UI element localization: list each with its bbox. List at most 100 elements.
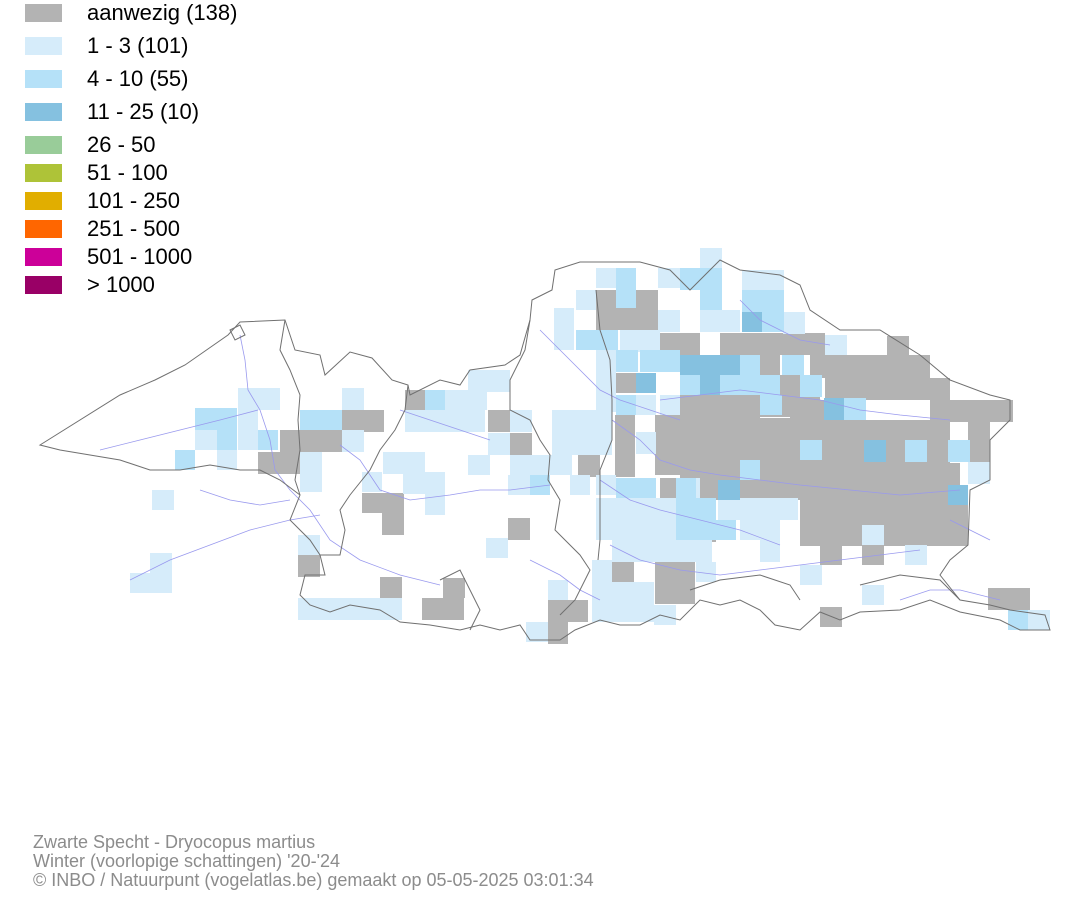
grid-cell bbox=[950, 400, 1013, 422]
legend-label: 251 - 500 bbox=[87, 216, 180, 241]
legend-item: aanwezig (138) bbox=[25, 1, 237, 25]
grid-cell bbox=[620, 330, 660, 352]
grid-cell bbox=[300, 410, 342, 430]
grid-cell bbox=[636, 395, 656, 415]
grid-cell bbox=[660, 395, 680, 415]
grid-cell bbox=[658, 310, 680, 332]
grid-cell bbox=[548, 622, 568, 644]
grid-cell bbox=[782, 355, 804, 375]
grid-cell bbox=[616, 268, 636, 308]
grid-cell bbox=[405, 410, 485, 432]
grid-cell bbox=[300, 452, 322, 492]
grid-cell bbox=[636, 373, 656, 393]
grid-cell bbox=[576, 290, 596, 310]
grid-cell bbox=[905, 440, 927, 462]
grid-cell bbox=[887, 336, 909, 356]
grid-cell bbox=[554, 308, 574, 350]
legend-label: 501 - 1000 bbox=[87, 244, 193, 269]
grid-cell bbox=[596, 392, 616, 412]
grid-cell bbox=[548, 580, 568, 600]
grid-cell bbox=[700, 485, 720, 500]
grid-cell bbox=[596, 350, 616, 392]
grid-cell bbox=[238, 410, 258, 450]
legend-label: 1 - 3 (101) bbox=[87, 33, 189, 58]
grid-cell bbox=[508, 475, 530, 495]
grid-cell bbox=[780, 375, 800, 395]
grid-cell bbox=[443, 578, 465, 598]
legend-item: > 1000 bbox=[25, 273, 155, 297]
grid-cell bbox=[238, 388, 280, 410]
river-line bbox=[739, 299, 831, 346]
river-line bbox=[99, 409, 259, 451]
legend-label: > 1000 bbox=[87, 272, 155, 297]
grid-cell bbox=[615, 373, 637, 393]
legend-item: 251 - 500 bbox=[25, 217, 180, 241]
grid-cell bbox=[640, 350, 680, 372]
grid-cell bbox=[468, 455, 490, 475]
grid-cell bbox=[742, 290, 784, 312]
grid-cell bbox=[862, 545, 884, 565]
grid-cell bbox=[680, 355, 720, 375]
legend-swatch bbox=[25, 136, 62, 154]
grid-cell bbox=[762, 312, 784, 332]
grid-cell bbox=[510, 455, 572, 475]
species-name: Zwarte Specht - Dryocopus martius bbox=[33, 832, 316, 852]
border-line bbox=[509, 319, 591, 616]
grid-cell bbox=[1008, 610, 1028, 630]
legend-item: 101 - 250 bbox=[25, 189, 180, 213]
grid-cell bbox=[742, 270, 784, 292]
legend-swatch bbox=[25, 164, 62, 182]
grid-cell bbox=[425, 493, 445, 515]
legend-swatch bbox=[25, 70, 62, 88]
grid-cell bbox=[362, 493, 404, 513]
border-line bbox=[859, 574, 961, 601]
grid-cell bbox=[422, 598, 464, 620]
grid-cell bbox=[930, 378, 950, 423]
legend-label: 11 - 25 (10) bbox=[87, 99, 200, 124]
grid-cell bbox=[655, 562, 695, 604]
grid-cell bbox=[820, 607, 842, 627]
river-line bbox=[199, 489, 291, 506]
grid-cell bbox=[280, 430, 342, 452]
grid-cell bbox=[740, 520, 760, 540]
grid-cell bbox=[820, 545, 842, 565]
grid-cell bbox=[740, 333, 810, 355]
river-line bbox=[239, 334, 441, 586]
legend-label: 4 - 10 (55) bbox=[87, 66, 189, 91]
grid-cell bbox=[740, 485, 800, 500]
border-line bbox=[279, 319, 301, 496]
grid-cell bbox=[298, 535, 320, 555]
grid-cell bbox=[576, 330, 618, 350]
legend-item: 26 - 50 bbox=[25, 133, 156, 157]
grid-cell bbox=[572, 410, 612, 455]
grid-cell bbox=[596, 520, 676, 540]
grid-cell bbox=[615, 415, 635, 477]
grid-cell bbox=[824, 398, 844, 420]
grid-cell bbox=[654, 605, 676, 625]
grid-cell bbox=[382, 513, 404, 535]
river-line bbox=[611, 419, 961, 496]
border-line bbox=[439, 569, 481, 631]
credit-text: © INBO / Natuurpunt (vogelatlas.be) gema… bbox=[33, 870, 594, 890]
province-borders bbox=[38, 259, 1051, 641]
grid-cell bbox=[800, 565, 822, 585]
river-line bbox=[899, 589, 1001, 601]
grid-cell bbox=[948, 440, 970, 462]
grid-cell bbox=[298, 598, 402, 620]
grid-cell bbox=[596, 475, 616, 495]
grid-cell bbox=[405, 390, 427, 412]
legend-swatch bbox=[25, 220, 62, 238]
grid-cell bbox=[988, 588, 1030, 610]
grid-cell bbox=[720, 333, 740, 355]
grid-cell bbox=[342, 410, 384, 432]
river-line bbox=[529, 559, 601, 601]
legend-item: 501 - 1000 bbox=[25, 245, 192, 269]
grid-cell bbox=[680, 375, 700, 395]
map-footer: Zwarte Specht - Dryocopus martius Winter… bbox=[33, 833, 594, 890]
grid-cell bbox=[864, 440, 886, 462]
river-line bbox=[129, 514, 321, 581]
legend-label: 101 - 250 bbox=[87, 188, 180, 213]
grid-cell bbox=[800, 440, 822, 460]
grid-cell bbox=[217, 450, 237, 470]
